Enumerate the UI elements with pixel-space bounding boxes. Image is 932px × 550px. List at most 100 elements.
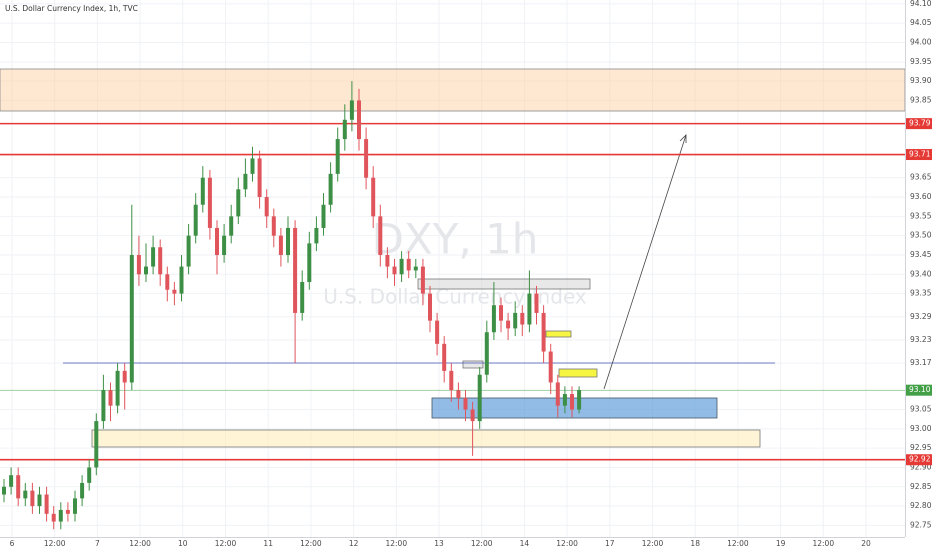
candle-body bbox=[548, 351, 553, 383]
candle-body bbox=[58, 509, 63, 522]
candle-body bbox=[65, 509, 70, 514]
candle-body bbox=[229, 216, 234, 236]
y-tick-label: 93.65 bbox=[910, 173, 932, 182]
y-tick-label: 93.60 bbox=[910, 192, 932, 201]
candle-body bbox=[207, 177, 212, 228]
candle-body bbox=[328, 173, 333, 205]
candle-body bbox=[23, 490, 28, 499]
candle-body bbox=[30, 490, 35, 507]
candle-body bbox=[484, 332, 489, 375]
x-tick-label: 10 bbox=[178, 539, 188, 548]
grey-small bbox=[462, 360, 484, 369]
x-tick-label: 18 bbox=[690, 539, 700, 548]
candle-body bbox=[108, 390, 113, 406]
price-tag bbox=[906, 149, 932, 161]
grey-zone bbox=[417, 278, 591, 290]
candle-body bbox=[385, 254, 390, 267]
y-tick-label: 93.23 bbox=[910, 335, 932, 344]
candle-body bbox=[144, 266, 148, 275]
candle-body bbox=[9, 475, 14, 487]
arrow bbox=[603, 134, 687, 390]
candle-body bbox=[499, 305, 503, 321]
candle-body bbox=[577, 390, 582, 410]
x-tick-label: 12:00 bbox=[556, 539, 578, 548]
candle-body bbox=[342, 119, 347, 140]
x-tick-label: 12:00 bbox=[471, 539, 493, 548]
candle-body bbox=[570, 394, 574, 410]
candle-body bbox=[527, 293, 532, 325]
candle-body bbox=[413, 266, 418, 271]
candle-body bbox=[243, 173, 248, 190]
blue-zone bbox=[431, 397, 718, 419]
y-tick-label: 93.29 bbox=[910, 312, 932, 321]
price-tag-label: 93.79 bbox=[909, 119, 931, 128]
y-tick-label: 93.35 bbox=[910, 289, 932, 298]
candle-body bbox=[193, 204, 198, 236]
y-tick-label: 93.85 bbox=[910, 95, 932, 104]
y-tick-label: 94.00 bbox=[910, 37, 932, 46]
y-tick-label: 93.00 bbox=[910, 424, 932, 433]
candle-body bbox=[378, 216, 383, 255]
candle-body bbox=[470, 409, 475, 422]
candle-body bbox=[172, 289, 177, 294]
candle-body bbox=[87, 467, 92, 483]
x-tick-label: 20 bbox=[861, 539, 871, 548]
y-tick-label: 93.17 bbox=[910, 358, 932, 367]
candle-body bbox=[186, 235, 191, 267]
y-tick-label: 93.90 bbox=[910, 76, 932, 85]
x-tick-label: 12:00 bbox=[642, 539, 664, 548]
candle-body bbox=[16, 475, 21, 499]
candle-body bbox=[179, 266, 184, 294]
x-tick-label: 12:00 bbox=[727, 539, 749, 548]
candle-body bbox=[236, 189, 241, 217]
y-tick-label: 93.45 bbox=[910, 250, 932, 259]
y-tick-label: 94.05 bbox=[910, 18, 932, 27]
x-tick-label: 12:00 bbox=[44, 539, 66, 548]
x-tick-label: 19 bbox=[776, 539, 786, 548]
candle-body bbox=[94, 421, 99, 468]
grid bbox=[0, 0, 905, 537]
candle-body bbox=[293, 227, 298, 313]
y-tick-label: 93.50 bbox=[910, 231, 932, 240]
price-tag-label: 92.92 bbox=[909, 455, 931, 464]
x-tick-label: 6 bbox=[10, 539, 15, 548]
candle-body bbox=[477, 374, 482, 422]
candle-body bbox=[456, 390, 461, 398]
x-tick-label: 12:00 bbox=[385, 539, 407, 548]
candle-body bbox=[151, 247, 156, 267]
candle-body bbox=[506, 320, 511, 329]
price-tag bbox=[906, 454, 932, 466]
price-tag bbox=[906, 384, 932, 396]
plot bbox=[2, 81, 582, 530]
candle-body bbox=[321, 204, 326, 228]
candle-body bbox=[420, 266, 425, 294]
candle-body bbox=[278, 235, 283, 255]
candle-body bbox=[51, 513, 56, 522]
candle-body bbox=[435, 320, 440, 344]
candle-body bbox=[534, 293, 539, 313]
price-tag-label: 93.10 bbox=[909, 385, 931, 394]
y-tick-label: 92.90 bbox=[910, 462, 932, 471]
candle-body bbox=[300, 282, 305, 313]
candle-body bbox=[491, 305, 496, 333]
candle-body bbox=[513, 312, 518, 329]
candle-body bbox=[349, 100, 354, 120]
x-tick-label: 11 bbox=[263, 539, 273, 548]
x-tick-label: 12:00 bbox=[812, 539, 834, 548]
chart-title: U.S. Dollar Currency Index, 1h, TVC bbox=[5, 4, 138, 13]
yellow-box bbox=[558, 368, 598, 378]
x-tick-label: 7 bbox=[95, 539, 100, 548]
arrow-head bbox=[679, 134, 687, 143]
x-tick-label: 12:00 bbox=[215, 539, 237, 548]
candle-body bbox=[271, 216, 276, 236]
candle-body bbox=[222, 235, 227, 255]
candle-body bbox=[428, 293, 432, 321]
candle-body bbox=[555, 382, 560, 406]
candle-body bbox=[392, 266, 397, 275]
yellow-box bbox=[545, 330, 572, 338]
y-tick-label: 94.10 bbox=[910, 0, 932, 8]
candle-body bbox=[158, 247, 163, 275]
y-tick-label: 92.75 bbox=[910, 520, 932, 529]
y-tick-label: 93.40 bbox=[910, 269, 932, 278]
